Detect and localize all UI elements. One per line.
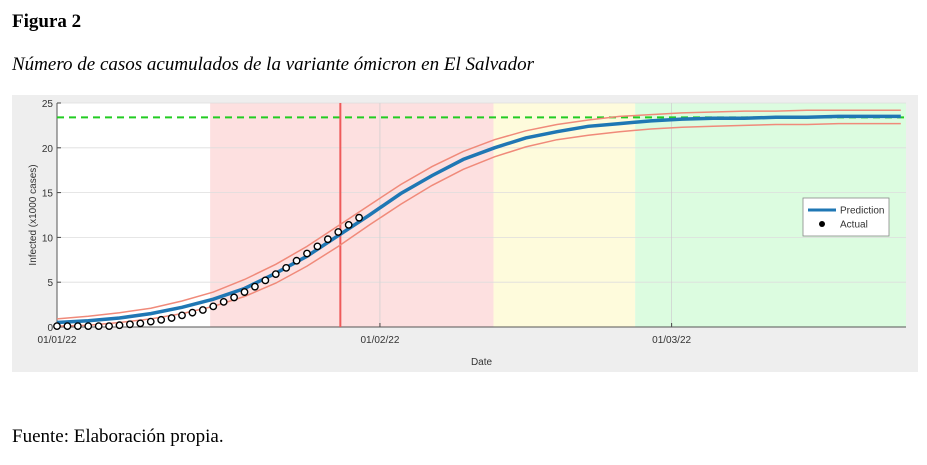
legend-marker bbox=[819, 221, 825, 227]
data-point bbox=[209, 302, 218, 311]
data-point bbox=[146, 317, 155, 326]
phase-region bbox=[493, 103, 636, 327]
chart: 0 5 10 15 20 25 01/01/22 01/02/22 01/03/22 Date In… bbox=[28, 99, 906, 368]
data-point bbox=[271, 270, 280, 279]
y-axis-title: Infected (x1000 cases) bbox=[28, 164, 39, 265]
data-point bbox=[73, 322, 82, 331]
data-point bbox=[84, 322, 93, 331]
data-point bbox=[219, 298, 228, 306]
y-tick-label: 5 bbox=[47, 278, 53, 289]
series-line bbox=[56, 122, 901, 327]
data-point bbox=[115, 321, 124, 330]
data-point bbox=[178, 311, 186, 320]
data-point bbox=[126, 320, 134, 329]
data-point bbox=[355, 213, 363, 222]
data-point bbox=[198, 306, 207, 314]
x-tick-label: 01/02/22 bbox=[360, 335, 399, 346]
data-point bbox=[261, 276, 270, 285]
data-point bbox=[94, 322, 103, 331]
data-point bbox=[63, 322, 72, 331]
data-point bbox=[188, 308, 197, 317]
figure-label: Figura 2 bbox=[12, 11, 81, 32]
legend-label: Actual bbox=[840, 220, 868, 231]
legend-box bbox=[802, 197, 890, 237]
y-tick-label: 25 bbox=[42, 99, 54, 110]
data-point bbox=[313, 242, 322, 251]
y-tick-label: 15 bbox=[42, 189, 54, 200]
data-point bbox=[167, 314, 176, 322]
data-point bbox=[53, 322, 61, 331]
series-line bbox=[56, 109, 901, 320]
data-point bbox=[136, 319, 145, 328]
data-point bbox=[334, 228, 343, 236]
y-tick-label: 0 bbox=[47, 323, 53, 334]
data-point bbox=[282, 263, 291, 272]
data-point bbox=[323, 235, 332, 244]
data-point bbox=[251, 282, 259, 291]
data-point bbox=[344, 220, 353, 229]
data-point bbox=[105, 322, 113, 331]
data-point bbox=[240, 288, 249, 296]
x-axis-title: Date bbox=[471, 357, 493, 368]
x-tick-label: 01/03/22 bbox=[652, 335, 691, 346]
y-tick-label: 20 bbox=[42, 144, 54, 155]
source-note: Fuente: Elaboración propia. bbox=[12, 426, 224, 447]
legend-label: Prediction bbox=[840, 206, 884, 217]
x-tick-label: 01/01/22 bbox=[38, 335, 77, 346]
data-point bbox=[303, 249, 311, 258]
y-tick-label: 10 bbox=[42, 233, 54, 244]
series-line bbox=[56, 114, 901, 325]
data-point bbox=[292, 256, 301, 265]
figure-caption: Número de casos acumulados de la variant… bbox=[11, 54, 535, 75]
data-point bbox=[157, 315, 166, 324]
data-point bbox=[230, 293, 238, 302]
